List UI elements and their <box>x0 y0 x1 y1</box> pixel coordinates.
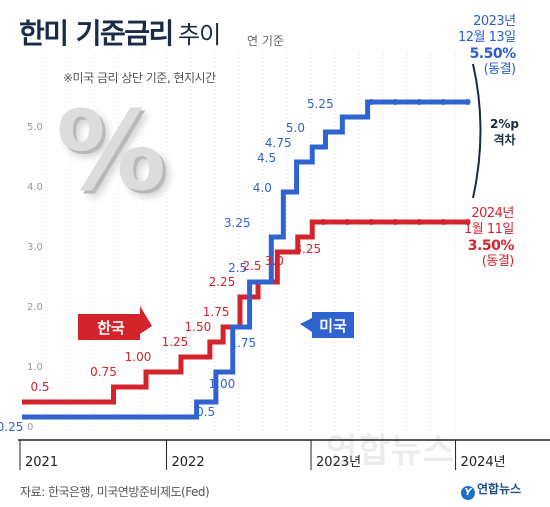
korea-data-label: 1.00 <box>125 350 152 364</box>
us-data-label: 4.75 <box>265 136 292 150</box>
basis-label: 연 기준 <box>247 34 284 48</box>
chart-title: 한미 기준금리 <box>19 17 174 50</box>
us-data-label: 3.25 <box>224 216 251 230</box>
korea-rate-point <box>368 219 375 225</box>
us-legend-box <box>300 312 354 338</box>
x-tick-label: 2024년 <box>461 455 506 470</box>
us-data-label: 2.5 <box>228 261 247 275</box>
gap-label: 격차 <box>493 133 516 147</box>
korea-data-label: 3.0 <box>265 254 284 268</box>
y-tick-label: 5.0 <box>27 122 43 133</box>
us-rate-point <box>392 99 399 105</box>
korea-data-label: 3.25 <box>294 242 321 256</box>
korea-legend-label: 한국 <box>97 319 125 337</box>
korea-rate-point <box>464 219 471 225</box>
korea-data-label: 1.50 <box>185 320 212 334</box>
korea-annotation-rate: 3.50% <box>467 238 515 254</box>
y-tick-label: 4.0 <box>27 182 43 193</box>
us-data-label: 4.0 <box>253 181 272 195</box>
y-tick-label: 1.0 <box>27 362 43 373</box>
korea-rate-point <box>320 219 327 225</box>
korea-data-label: 0.5 <box>30 380 49 394</box>
korea-annotation-year: 2024년 <box>471 206 514 221</box>
us-data-label: 4.5 <box>257 151 276 165</box>
us-annotation-date: 12월 13일 <box>458 30 516 45</box>
korea-annotation: 2024년 1월 11일 3.50% (동결) <box>464 206 514 270</box>
chart-subtitle: 추이 <box>178 21 221 49</box>
us-legend-label: 미국 <box>319 317 347 335</box>
korea-rate-point <box>392 219 399 225</box>
logo-text: 연합뉴스 <box>477 482 522 496</box>
y-tick-label: 3.0 <box>27 242 43 253</box>
us-rate-point <box>464 99 471 105</box>
korea-annotation-status: (동결) <box>481 254 515 269</box>
x-tick-label: 2021 <box>25 455 58 470</box>
us-rate-point <box>440 99 447 105</box>
korea-data-label: 2.25 <box>209 275 236 289</box>
us-rate-point <box>368 99 375 105</box>
note: ※미국 금리 상단 기준, 현지시간 <box>63 71 216 85</box>
korea-legend-box <box>78 306 152 340</box>
gap-annotation: 2%p 격차 <box>490 116 519 148</box>
us-annotation-year: 2023년 <box>473 14 516 29</box>
y-tick-label: 0 <box>27 422 33 433</box>
korea-data-label: 2.5 <box>242 259 261 273</box>
us-rate-point <box>416 99 423 105</box>
x-tick-label: 2023년 <box>316 455 361 470</box>
korea-data-label: 0.75 <box>90 365 117 379</box>
us-annotation: 2023년 12월 13일 5.50% (동결) <box>458 14 516 78</box>
source-note: 자료: 한국은행, 미국연방준비제도(Fed) <box>20 485 210 499</box>
korea-data-label: 1.75 <box>203 305 230 319</box>
us-data-label: 5.0 <box>286 121 305 135</box>
logo-icon: Y <box>461 486 475 500</box>
us-data-label: 0.5 <box>196 405 215 419</box>
us-rate-line <box>22 99 470 420</box>
korea-rate-point <box>440 219 447 225</box>
watermark: 연합뉴스 <box>326 431 456 471</box>
y-tick-label: 2.0 <box>27 302 43 313</box>
korea-rate-point <box>344 219 351 225</box>
us-annotation-rate: 5.50% <box>469 46 517 62</box>
agency-logo: Y 연합뉴스 <box>461 480 521 500</box>
korea-data-label: 1.25 <box>162 335 189 349</box>
us-data-label: 1.75 <box>229 336 256 350</box>
us-data-label: 1.00 <box>209 377 236 391</box>
gap-bracket <box>472 63 482 199</box>
gap-value: 2%p <box>490 117 519 131</box>
us-data-label: 0.25 <box>0 420 23 434</box>
us-data-label: 5.25 <box>307 97 334 111</box>
x-tick-label: 2022 <box>172 455 205 470</box>
korea-annotation-date: 1월 11일 <box>464 222 514 237</box>
percent-decoration: % <box>56 87 167 215</box>
korea-rate-point <box>416 219 423 225</box>
us-annotation-status: (동결) <box>483 62 517 77</box>
